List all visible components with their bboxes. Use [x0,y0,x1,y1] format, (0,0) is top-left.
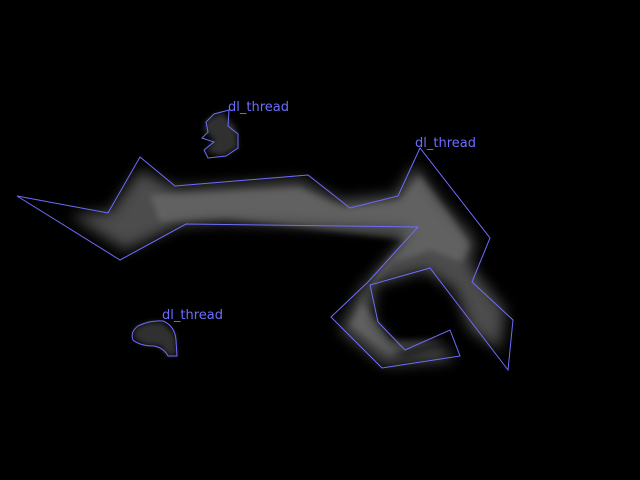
thread-outline-main [16,147,514,372]
annotation-label-2: dl_thread [415,136,476,151]
thread-texture-detail [133,112,470,356]
annotation-thread-blob [131,320,178,357]
annotation-thread-small [201,109,239,159]
thread-outline-blob [131,320,178,357]
annotation-label-3: dl_thread [162,308,223,323]
annotation-label-1: dl_thread [228,100,289,115]
annotation-thread-main [16,147,514,372]
thread-outline-small [201,109,239,159]
